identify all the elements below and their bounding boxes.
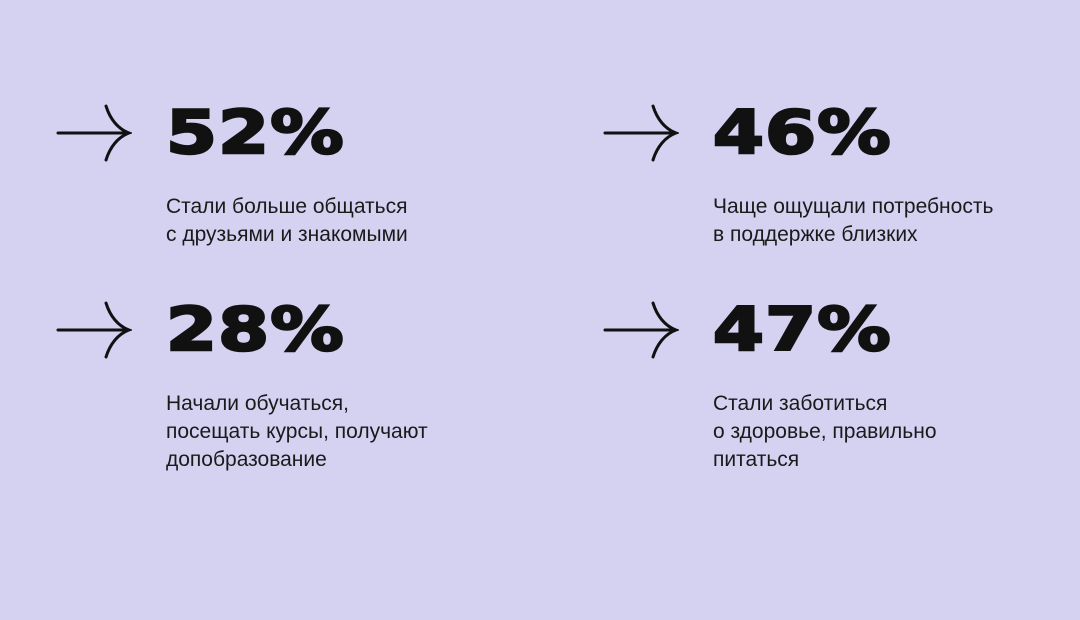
arrow-right-icon: [603, 300, 679, 360]
arrow-right-icon: [56, 103, 132, 163]
stat-description-line: о здоровье, правильно: [713, 420, 937, 443]
arrow-right-icon: [603, 103, 679, 163]
stat-block-1: 52% Стали больше общаться с друзьями и з…: [56, 98, 496, 293]
stat-description-line: допобразование: [166, 448, 327, 471]
stat-description-line: Чаще ощущали потребность: [713, 195, 994, 218]
stat-value: 46%: [711, 98, 892, 169]
arrow-right-icon: [56, 300, 132, 360]
stat-description-line: Стали больше общаться: [166, 195, 408, 218]
stat-description-line: Стали заботиться: [713, 392, 888, 415]
stat-description-line: питаться: [713, 448, 800, 471]
stat-description: Стали больше общаться с друзьями и знако…: [166, 193, 496, 249]
stat-value: 47%: [711, 295, 892, 366]
stat-block-4: 47% Стали заботиться о здоровье, правиль…: [603, 295, 1043, 490]
stat-block-2: 46% Чаще ощущали потребность в поддержке…: [603, 98, 1043, 293]
stat-value: 52%: [164, 98, 345, 169]
stat-value: 28%: [164, 295, 345, 366]
stat-description-line: с друзьями и знакомыми: [166, 223, 408, 246]
stat-description: Начали обучаться, посещать курсы, получа…: [166, 390, 496, 474]
stat-description-line: в поддержке близких: [713, 223, 918, 246]
stat-block-3: 28% Начали обучаться, посещать курсы, по…: [56, 295, 496, 490]
stat-description: Стали заботиться о здоровье, правильно п…: [713, 390, 1043, 474]
stat-description-line: посещать курсы, получают: [166, 420, 428, 443]
stat-description: Чаще ощущали потребность в поддержке бли…: [713, 193, 1043, 249]
stat-description-line: Начали обучаться,: [166, 392, 349, 415]
